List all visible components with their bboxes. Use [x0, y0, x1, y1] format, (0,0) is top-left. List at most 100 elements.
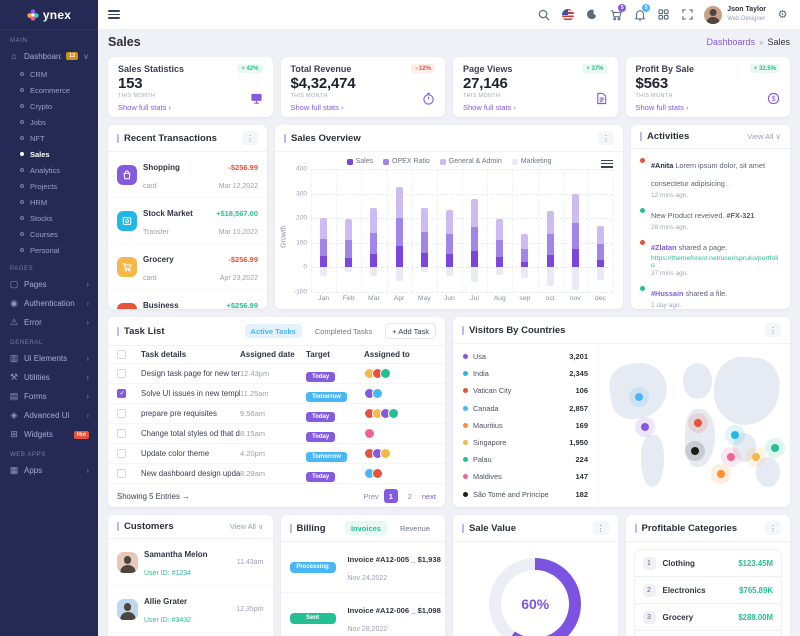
- task-checkbox[interactable]: [117, 449, 126, 458]
- search-icon[interactable]: [536, 7, 551, 22]
- category-row[interactable]: 2 Electronics $765.89K: [634, 577, 781, 604]
- country-dot: [463, 440, 468, 446]
- task-checkbox[interactable]: [117, 369, 126, 378]
- billing-row[interactable]: Sent Invoice #A12-006 _ $1,098 Nov 28,20…: [281, 593, 446, 636]
- ellipsis-menu-icon[interactable]: ⋮: [242, 131, 258, 145]
- country-row[interactable]: Vatican City 106: [463, 382, 588, 399]
- country-row[interactable]: India 2,345: [463, 365, 588, 382]
- transaction-row[interactable]: Shopping card -$256.99 Mar 12,2022: [108, 152, 267, 198]
- sidebar-subitem[interactable]: Stocks: [0, 210, 98, 226]
- topbar: 5 5 Json Taylor Web Designer ⚙: [98, 0, 800, 30]
- transaction-row[interactable]: Stock Market Transfer +$18,567.00 Mar 10,2…: [108, 198, 267, 244]
- sidebar-subitem[interactable]: Projects: [0, 178, 98, 194]
- transaction-row[interactable]: Grocery card -$256.99 Apr 23,2022: [108, 244, 267, 290]
- task-row[interactable]: Solve UI issues in new template 11.25am …: [108, 384, 445, 404]
- task-checkbox[interactable]: [117, 409, 126, 418]
- sidebar-subitem[interactable]: Crypto: [0, 98, 98, 114]
- show-full-stats-link[interactable]: Show full stats ›: [635, 103, 689, 112]
- legend-item[interactable]: Sales: [346, 158, 373, 165]
- task-row[interactable]: Design task page for new template 12.43p…: [108, 364, 445, 384]
- sidebar-item-dashboards[interactable]: ⌂ Dashboards 12 ∨: [0, 47, 98, 65]
- sidebar-item[interactable]: ⊞ Widgets Hot: [0, 425, 98, 444]
- billing-row[interactable]: Processing Invoice #A12-005 _ $1,938 Nov…: [280, 542, 445, 593]
- country-row[interactable]: São Tomé and Príncipe 182: [463, 486, 588, 503]
- add-task-button[interactable]: + Add Task: [385, 323, 436, 339]
- legend-item[interactable]: OPEX Ratio: [383, 158, 430, 165]
- page-1-button[interactable]: 1: [383, 489, 398, 503]
- country-row[interactable]: Singapore 1,950: [463, 434, 588, 451]
- menu-toggle-icon[interactable]: [108, 8, 120, 21]
- country-row[interactable]: Palau 224: [463, 451, 588, 468]
- sidebar-subitem[interactable]: NFT: [0, 130, 98, 146]
- language-flag-icon[interactable]: [560, 7, 575, 22]
- sidebar-item[interactable]: ⚠ Error ›: [9, 317, 89, 327]
- categories-list: 1 Clothing $123.45M 2 Electronics $765.8…: [633, 549, 782, 636]
- ellipsis-menu-icon[interactable]: ⋮: [592, 521, 609, 535]
- dark-mode-icon[interactable]: [584, 7, 599, 22]
- tab-active-tasks[interactable]: Active Tasks: [244, 324, 302, 338]
- task-row[interactable]: Change total styles od that dashboard 8.…: [108, 424, 445, 444]
- settings-gear-icon[interactable]: ⚙: [777, 9, 788, 21]
- sidebar-item[interactable]: ▢ Pages ›: [9, 279, 89, 289]
- country-row[interactable]: Maldives 147: [463, 468, 588, 485]
- category-row[interactable]: 1 Clothing $123.45M: [634, 550, 781, 577]
- prev-page-link[interactable]: Prev: [363, 491, 379, 501]
- tab-completed-tasks[interactable]: Completed Tasks: [314, 326, 373, 336]
- category-row[interactable]: 3 Grocery $289.00M: [634, 604, 781, 631]
- tab-invoices[interactable]: Invoices: [344, 521, 387, 535]
- task-checkbox[interactable]: [117, 389, 126, 398]
- ellipsis-menu-icon[interactable]: ⋮: [765, 521, 781, 535]
- breadcrumb-parent[interactable]: Dashboards: [706, 37, 756, 47]
- show-full-stats-link[interactable]: Show full stats ›: [118, 103, 171, 112]
- user-menu[interactable]: Json Taylor Web Designer: [704, 5, 766, 24]
- country-row[interactable]: Canada 2,857: [463, 400, 588, 417]
- show-full-stats-link[interactable]: Show full stats ›: [290, 103, 344, 112]
- task-row[interactable]: prepare pre requisites 9.56am Today: [108, 404, 445, 424]
- task-checkbox[interactable]: [117, 429, 126, 438]
- sidebar-item[interactable]: ◉ Authentication ›: [10, 298, 89, 308]
- view-all-link[interactable]: View All ∨: [229, 522, 264, 531]
- sidebar-section-pages: PAGES: [10, 266, 34, 272]
- sidebar-subitem[interactable]: Analytics: [0, 162, 98, 178]
- chevron-right-icon: ›: [86, 466, 89, 475]
- customer-row[interactable]: Allie Grater User ID: #3432 12.35pm: [108, 586, 273, 633]
- app-logo[interactable]: ynex: [0, 0, 98, 30]
- next-page-link[interactable]: next: [421, 491, 436, 501]
- notifications-bell-icon[interactable]: 5: [632, 4, 651, 22]
- show-full-stats-link[interactable]: Show full stats ›: [463, 103, 516, 112]
- sidebar-subitem[interactable]: CRM: [0, 66, 98, 82]
- legend-item[interactable]: General & Admin: [439, 158, 502, 165]
- sidebar-item[interactable]: ▤ Forms ›: [9, 391, 89, 401]
- sidebar-item[interactable]: ▦ Apps ›: [9, 465, 89, 475]
- sidebar-subitem[interactable]: Ecommerce: [0, 82, 98, 98]
- page-2-button[interactable]: 2: [407, 491, 412, 501]
- category-row[interactable]: 4 Mobiles $662.97K: [635, 631, 782, 636]
- chart-hamburger-icon[interactable]: [601, 158, 613, 169]
- task-row[interactable]: New dashboard design update 8.29am Today: [108, 464, 445, 484]
- ellipsis-menu-icon[interactable]: ⋮: [765, 323, 781, 337]
- shared-page-link[interactable]: https://themeforest.net/user/spruko/port…: [651, 255, 779, 269]
- country-row[interactable]: Mauritius 169: [463, 417, 588, 434]
- activity-item: New Product reveived. #FX-321 28 mins ag…: [640, 205, 781, 231]
- select-all-checkbox[interactable]: [117, 350, 126, 359]
- sidebar-item[interactable]: ⚒ Utilities ›: [9, 372, 89, 382]
- sidebar-item[interactable]: ◈ Advanced Ui ›: [10, 410, 89, 420]
- sidebar-subitem[interactable]: Jobs: [0, 114, 98, 130]
- sidebar-subitem[interactable]: Courses: [0, 226, 98, 242]
- country-row[interactable]: Usa 3,201: [463, 348, 588, 365]
- cart-icon[interactable]: 5: [608, 4, 627, 22]
- view-all-link[interactable]: View All ∨: [747, 132, 781, 141]
- ellipsis-menu-icon[interactable]: ⋮: [598, 131, 614, 145]
- tab-revenue[interactable]: Revenue: [399, 523, 430, 533]
- task-checkbox[interactable]: [117, 469, 126, 478]
- customer-row[interactable]: Samantha Melon User ID: #1234 11.43am: [108, 539, 273, 586]
- task-row[interactable]: Update color theme 4.20pm Tomorrow: [108, 444, 445, 464]
- sidebar-subitem[interactable]: Personal: [0, 242, 98, 258]
- transaction-row[interactable]: Businesstransfer +$256.99May 4,2022: [108, 290, 267, 309]
- sidebar-item[interactable]: ▥ Ui Elements ›: [9, 353, 89, 363]
- sidebar-subitem[interactable]: Sales: [0, 146, 98, 162]
- sidebar-subitem[interactable]: HRM: [0, 194, 98, 210]
- fullscreen-icon[interactable]: [680, 7, 695, 22]
- apps-grid-icon[interactable]: [656, 7, 671, 22]
- legend-item[interactable]: Marketing: [511, 158, 551, 165]
